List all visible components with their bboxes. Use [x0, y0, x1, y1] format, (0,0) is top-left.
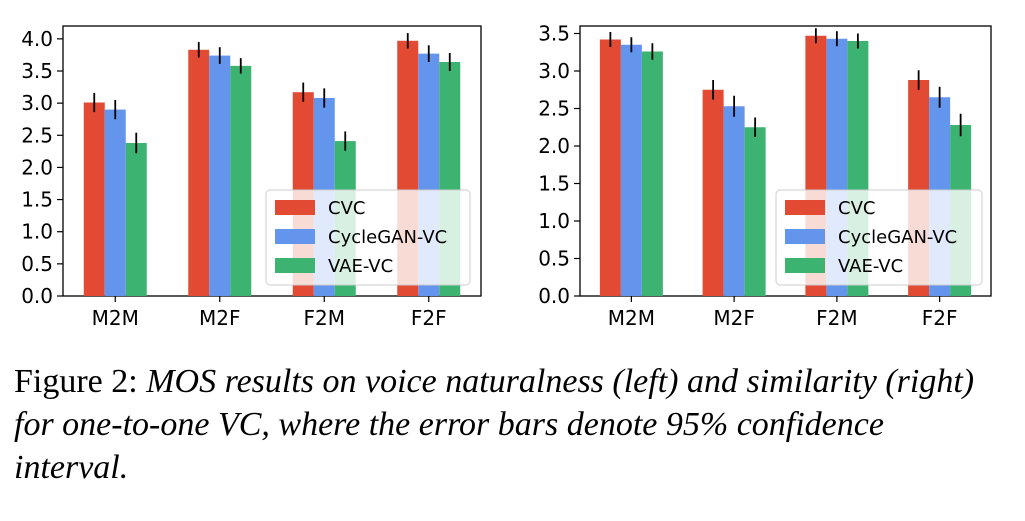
- bar-cvc: [188, 49, 210, 297]
- y-tick-label: 3.0: [538, 59, 570, 83]
- y-tick-label: 3.5: [538, 22, 570, 46]
- bar-vae-vc: [641, 51, 663, 296]
- legend-swatch: [275, 229, 315, 244]
- legend-swatch: [785, 200, 825, 215]
- bar-cvc: [83, 102, 105, 296]
- legend-swatch: [785, 229, 825, 244]
- y-tick-label: 1.0: [21, 220, 53, 244]
- y-tick-label: 2.0: [538, 134, 570, 158]
- x-tick-label: F2F: [411, 306, 447, 330]
- legend-swatch: [275, 258, 315, 273]
- x-tick-label: F2F: [922, 306, 958, 330]
- y-tick-label: 2.5: [21, 123, 53, 147]
- x-tick-label: F2M: [304, 306, 345, 330]
- bar-cyclegan-vc: [620, 44, 642, 296]
- bar-cyclegan-vc: [723, 106, 745, 296]
- x-tick-label: M2M: [92, 306, 139, 330]
- plot-frame: [62, 25, 482, 297]
- y-tick-label: 4.0: [21, 27, 53, 51]
- legend-swatch: [785, 258, 825, 273]
- x-tick-label: M2M: [608, 306, 655, 330]
- y-tick-label: 0.0: [21, 284, 53, 308]
- legend-swatch: [275, 200, 315, 215]
- plot-frame: [579, 25, 992, 297]
- y-tick-label: 3.5: [21, 59, 53, 83]
- y-tick-label: 1.0: [538, 209, 570, 233]
- y-tick-label: 3.0: [21, 91, 53, 115]
- y-tick-label: 2.0: [21, 155, 53, 179]
- legend-box: [265, 189, 471, 286]
- legend-label: CVC: [838, 198, 875, 219]
- bar-vae-vc: [125, 143, 147, 296]
- bar-vae-vc: [230, 65, 252, 296]
- legend-label: CVC: [328, 198, 365, 219]
- bar-cyclegan-vc: [209, 55, 231, 297]
- x-tick-label: M2F: [713, 306, 754, 330]
- y-tick-label: 0.5: [538, 247, 570, 271]
- x-tick-label: F2M: [816, 306, 857, 330]
- bar-cvc: [599, 39, 621, 296]
- y-tick-label: 0.5: [21, 252, 53, 276]
- figure-caption: Figure 2: MOS results on voice naturalne…: [14, 360, 1004, 489]
- y-tick-label: 1.5: [538, 172, 570, 196]
- bar-cyclegan-vc: [104, 109, 126, 296]
- y-tick-label: 0.0: [538, 284, 570, 308]
- caption-body: MOS results on voice naturalness (left) …: [14, 363, 975, 486]
- legend-label: CycleGAN-VC: [328, 227, 447, 248]
- legend-label: VAE-VC: [328, 256, 393, 277]
- caption-lead: Figure 2:: [14, 363, 147, 400]
- legend-label: CycleGAN-VC: [838, 227, 957, 248]
- legend-box: [775, 189, 983, 286]
- y-tick-label: 1.5: [21, 188, 53, 212]
- legend-label: VAE-VC: [838, 256, 903, 277]
- chart-naturalness: 0.0 0.5 1.0 1.5 2.0 2.5 3.0 3.5 4.0 M2M M2F F2M F2F C…: [21, 25, 482, 330]
- y-tick-label: 2.5: [538, 97, 570, 121]
- bar-vae-vc: [744, 127, 766, 296]
- chart-similarity: 0.0 0.5 1.0 1.5 2.0 2.5 3.0 3.5 M2M M2F F2M F2F CVC C…: [538, 22, 992, 330]
- x-tick-label: M2F: [199, 306, 240, 330]
- bar-cvc: [702, 89, 724, 296]
